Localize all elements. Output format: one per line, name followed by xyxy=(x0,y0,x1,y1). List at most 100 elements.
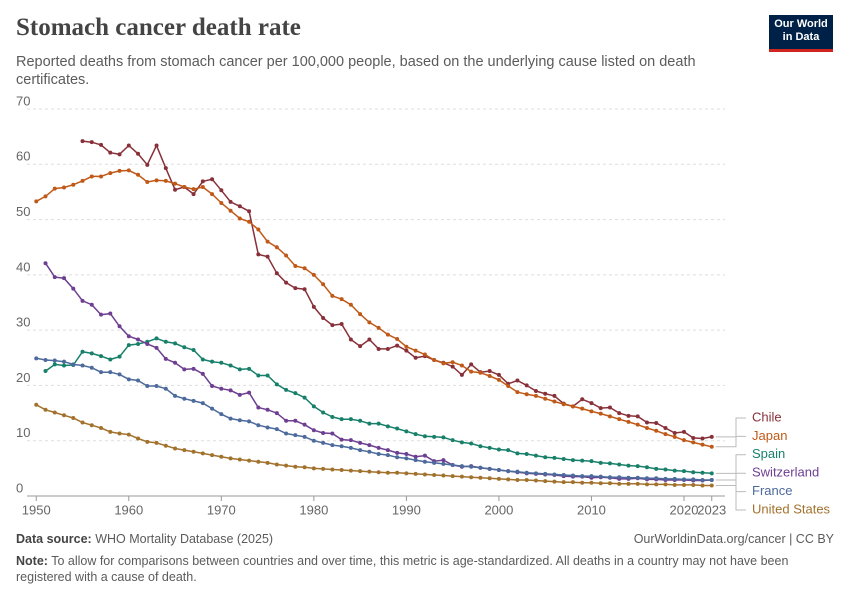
data-point xyxy=(191,348,196,353)
series-line xyxy=(82,140,712,440)
data-point xyxy=(293,464,298,469)
data-point xyxy=(681,482,686,487)
data-point xyxy=(552,479,557,484)
logo[interactable]: Our World in Data xyxy=(769,15,833,52)
data-point xyxy=(99,142,104,147)
data-point xyxy=(34,199,39,204)
data-point xyxy=(219,188,224,193)
data-point xyxy=(62,185,67,190)
data-point xyxy=(108,429,113,434)
data-point xyxy=(200,401,205,406)
data-point xyxy=(367,449,372,454)
data-point xyxy=(145,383,150,388)
data-point xyxy=(108,171,113,176)
x-tick-label: 2023 xyxy=(697,502,726,517)
data-point xyxy=(570,458,575,463)
data-point xyxy=(385,424,390,429)
data-point xyxy=(117,354,122,359)
data-point xyxy=(672,482,677,487)
data-point xyxy=(552,455,557,460)
data-point xyxy=(89,365,94,370)
data-point xyxy=(228,416,233,421)
data-point xyxy=(247,458,252,463)
data-point xyxy=(247,219,252,224)
data-point xyxy=(672,476,677,481)
data-point xyxy=(154,383,159,388)
data-point xyxy=(80,298,85,303)
data-point xyxy=(376,421,381,426)
x-tick-label: 1970 xyxy=(207,502,236,517)
data-point xyxy=(413,458,418,463)
data-point xyxy=(348,337,353,342)
data-point xyxy=(367,443,372,448)
label-connector xyxy=(715,472,746,481)
data-point xyxy=(330,323,335,328)
data-point xyxy=(163,386,168,391)
data-point xyxy=(681,429,686,434)
data-point xyxy=(589,474,594,479)
data-point xyxy=(219,200,224,205)
data-point xyxy=(506,469,511,474)
data-point xyxy=(117,152,122,157)
data-point xyxy=(210,359,215,364)
data-point xyxy=(302,287,307,292)
data-point xyxy=(80,420,85,425)
legend-label: Switzerland xyxy=(752,465,819,480)
data-point xyxy=(413,471,418,476)
data-point xyxy=(173,187,178,192)
data-point xyxy=(487,445,492,450)
data-point xyxy=(404,456,409,461)
data-point xyxy=(136,151,141,156)
data-point xyxy=(626,475,631,480)
data-point xyxy=(469,369,474,374)
data-point xyxy=(62,276,67,281)
data-point xyxy=(413,355,418,360)
data-point xyxy=(293,433,298,438)
data-point xyxy=(450,474,455,479)
data-point xyxy=(358,418,363,423)
data-point xyxy=(543,455,548,460)
data-point xyxy=(561,480,566,485)
data-point xyxy=(607,475,612,480)
data-point xyxy=(191,449,196,454)
x-tick-label: 2020 xyxy=(670,502,699,517)
legend-label: United States xyxy=(752,501,831,516)
data-point xyxy=(515,469,520,474)
data-point xyxy=(154,440,159,445)
data-point xyxy=(191,192,196,197)
data-point xyxy=(543,479,548,484)
chart-subtitle: Reported deaths from stomach cancer per … xyxy=(16,54,696,88)
data-point xyxy=(210,177,215,182)
data-point xyxy=(459,363,464,368)
data-point xyxy=(672,430,677,435)
source-label: Data source: xyxy=(16,532,92,546)
data-point xyxy=(580,397,585,402)
data-point xyxy=(367,469,372,474)
data-point xyxy=(219,360,224,365)
data-point xyxy=(330,293,335,298)
data-point xyxy=(108,357,113,362)
data-point xyxy=(635,414,640,419)
data-point xyxy=(274,427,279,432)
data-point xyxy=(496,447,501,452)
data-point xyxy=(173,181,178,186)
data-point xyxy=(691,482,696,487)
data-point xyxy=(496,476,501,481)
data-point xyxy=(210,406,215,411)
data-point xyxy=(182,396,187,401)
url[interactable]: OurWorldinData.org/cancer | CC BY xyxy=(633,532,834,546)
data-point xyxy=(487,476,492,481)
data-point xyxy=(302,422,307,427)
data-point xyxy=(274,411,279,416)
data-point xyxy=(506,383,511,388)
data-point xyxy=(422,352,427,357)
data-point xyxy=(487,466,492,471)
data-point xyxy=(311,272,316,277)
data-point xyxy=(173,446,178,451)
data-point xyxy=(228,208,233,213)
data-point xyxy=(256,252,261,257)
data-point xyxy=(626,413,631,418)
label-connector xyxy=(715,484,746,511)
data-point xyxy=(700,436,705,441)
data-point xyxy=(709,444,714,449)
